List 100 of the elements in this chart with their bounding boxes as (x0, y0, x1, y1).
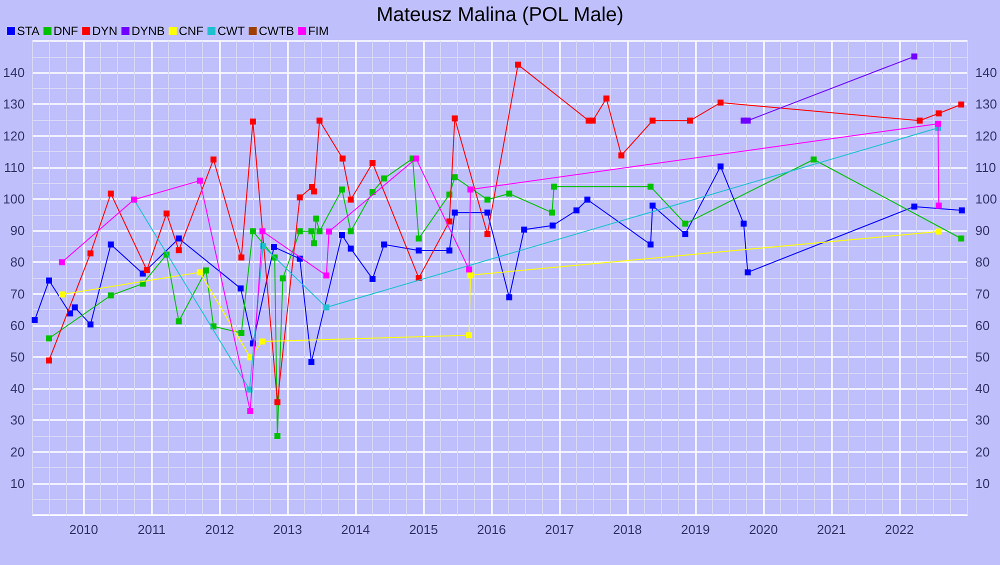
x-tick-label: 2019 (680, 522, 710, 537)
point (311, 188, 318, 194)
y2-tick-label: 80 (975, 254, 990, 270)
point (274, 399, 280, 406)
point (506, 190, 512, 197)
y-tick-label: 50 (10, 350, 25, 364)
x-tick-label: 2015 (409, 522, 438, 537)
point (176, 236, 182, 242)
point (238, 285, 244, 292)
point (238, 254, 244, 260)
point (203, 267, 210, 274)
point (370, 160, 376, 166)
point (911, 53, 918, 60)
point (958, 102, 964, 108)
x-tick-label: 2010 (69, 522, 98, 537)
point (446, 248, 452, 254)
y2-tick-label: 100 (975, 192, 998, 206)
point (718, 100, 724, 106)
chart-title: Mateusz Malina (POL Male) (376, 4, 624, 26)
point (935, 120, 942, 127)
point (416, 236, 422, 242)
point (744, 269, 751, 276)
point (370, 276, 376, 282)
y2-tick-label: 50 (975, 350, 990, 364)
point (108, 242, 114, 248)
point (682, 231, 688, 238)
point (323, 304, 330, 310)
point (484, 210, 490, 216)
y-tick-label: 60 (10, 318, 25, 333)
point (348, 196, 354, 203)
point (648, 184, 654, 190)
y-tick-label: 70 (10, 286, 25, 302)
point (618, 152, 624, 158)
point (590, 118, 596, 124)
point (87, 321, 94, 328)
point (87, 250, 94, 256)
point (280, 275, 286, 282)
point (108, 292, 114, 298)
point (46, 357, 52, 364)
y2-tick-label: 120 (975, 128, 998, 144)
point (196, 269, 203, 276)
legend-label: STA (17, 24, 40, 38)
point (958, 207, 965, 214)
point (259, 228, 266, 234)
y-tick-label: 30 (10, 412, 25, 428)
y-tick-label: 120 (2, 128, 25, 144)
x-tick-label: 2014 (341, 522, 370, 537)
point (650, 118, 656, 124)
y-tick-label: 140 (2, 65, 25, 80)
point (58, 259, 65, 266)
x-tick-label: 2020 (748, 522, 778, 537)
point (250, 228, 256, 234)
y-tick-label: 20 (10, 444, 25, 460)
point (164, 210, 170, 217)
point (740, 220, 747, 227)
point (650, 202, 656, 209)
point (467, 272, 474, 278)
point (573, 207, 580, 214)
point (58, 291, 65, 298)
point (338, 186, 345, 193)
point (340, 156, 346, 162)
point (348, 246, 354, 252)
y-tick-label: 10 (10, 476, 25, 491)
point (247, 408, 254, 414)
point (936, 228, 942, 235)
point (259, 338, 266, 345)
point (484, 231, 490, 238)
point (521, 226, 528, 233)
point (238, 330, 244, 336)
point (911, 204, 918, 210)
point (323, 272, 330, 278)
point (958, 236, 964, 242)
point (313, 216, 320, 222)
legend-label: CWT (217, 24, 246, 38)
point (452, 115, 458, 122)
y-tick-label: 40 (10, 381, 25, 396)
point (270, 244, 277, 250)
point (506, 294, 512, 300)
point (413, 156, 420, 162)
point (718, 163, 724, 170)
y2-tick-label: 110 (975, 160, 996, 175)
point (326, 228, 332, 235)
y-tick-label: 130 (2, 96, 25, 112)
x-tick-label: 2018 (612, 522, 642, 537)
legend-label: CNF (178, 24, 204, 38)
point (467, 186, 474, 193)
y2-tick-label: 140 (975, 65, 998, 80)
y2-tick-label: 90 (975, 223, 990, 238)
point (416, 248, 422, 254)
legend-label: CWTB (258, 24, 294, 38)
point (452, 174, 458, 180)
point (348, 228, 354, 234)
point (311, 240, 318, 246)
point (72, 304, 78, 310)
point (452, 210, 458, 216)
y2-tick-label: 70 (975, 286, 990, 302)
point (603, 96, 610, 102)
y2-tick-label: 10 (975, 476, 990, 491)
x-tick-label: 2022 (884, 522, 914, 537)
y-tick-label: 100 (2, 192, 25, 206)
